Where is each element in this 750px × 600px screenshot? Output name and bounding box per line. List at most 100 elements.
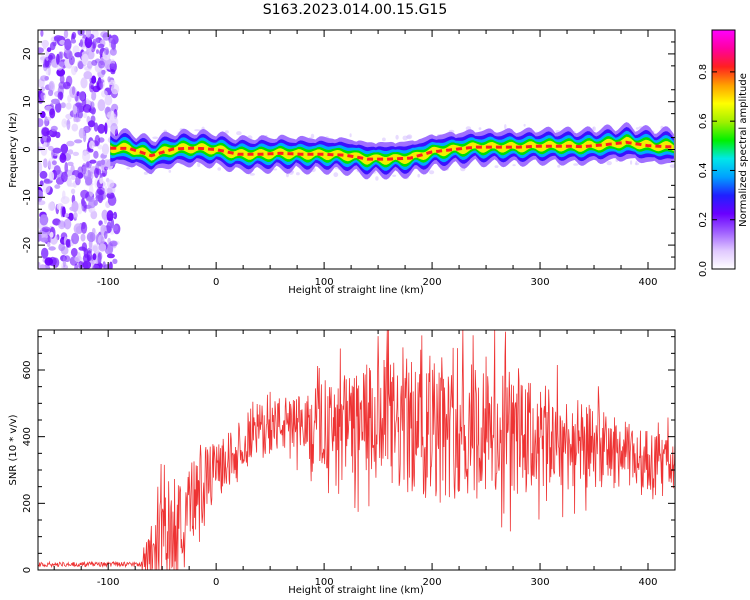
- noise-speckle: [48, 89, 54, 97]
- noise-speckle: [106, 187, 113, 194]
- x-tick-label: 100: [315, 577, 334, 588]
- x-tick-label: 400: [638, 277, 657, 288]
- ridge-haze: [395, 134, 399, 140]
- x-tick-label: 0: [213, 277, 219, 288]
- noise-speckle: [110, 39, 116, 50]
- ridge-haze: [417, 173, 421, 178]
- spectrogram-noise-region: [38, 30, 121, 269]
- noise-speckle: [38, 118, 44, 128]
- ridge-haze: [217, 167, 221, 171]
- noise-speckle: [66, 176, 72, 187]
- noise-speckle: [65, 239, 71, 248]
- noise-speckle: [38, 232, 42, 242]
- noise-speckle: [72, 111, 77, 123]
- ridge-haze: [224, 130, 229, 134]
- noise-speckle: [80, 77, 88, 89]
- ridge-haze: [606, 161, 612, 166]
- y-tick-label: 20: [22, 48, 33, 61]
- ridge-haze: [272, 168, 278, 171]
- noise-speckle: [38, 47, 44, 54]
- noise-speckle: [113, 211, 118, 220]
- noise-speckle: [47, 241, 51, 248]
- noise-speckle: [71, 188, 76, 195]
- x-tick-label: 0: [213, 577, 219, 588]
- noise-speckle: [99, 177, 104, 184]
- noise-speckle: [54, 184, 61, 189]
- noise-speckle: [101, 90, 108, 98]
- noise-speckle: [109, 240, 118, 247]
- snr-x-axis-label: Height of straight line (km): [288, 585, 424, 596]
- noise-speckle: [49, 108, 56, 119]
- noise-speckle: [109, 63, 116, 70]
- ridge-haze: [333, 172, 339, 178]
- noise-speckle: [97, 234, 106, 245]
- noise-speckle: [59, 39, 66, 45]
- noise-speckle: [80, 189, 89, 199]
- ridge-haze: [152, 136, 159, 140]
- noise-speckle: [97, 252, 102, 265]
- noise-speckle: [104, 122, 108, 135]
- noise-speckle: [85, 30, 92, 38]
- noise-speckle: [50, 125, 58, 132]
- noise-speckle: [103, 231, 108, 239]
- ridge-haze: [573, 163, 579, 166]
- ridge-haze: [392, 174, 397, 177]
- x-tick-label: 400: [638, 577, 657, 588]
- ridge-haze: [494, 165, 499, 169]
- snr-x-ticks: -100 0 100 200 300 400: [53, 330, 658, 588]
- snr-series-line: [38, 330, 675, 570]
- noise-speckle: [67, 161, 74, 166]
- noise-speckle: [59, 75, 65, 84]
- noise-speckle: [74, 52, 83, 58]
- y-tick-label: 600: [22, 360, 33, 379]
- noise-speckle: [66, 119, 71, 131]
- noise-speckle: [89, 159, 97, 164]
- noise-speckle: [73, 223, 83, 235]
- ridge-haze: [478, 127, 482, 130]
- noise-speckle: [97, 79, 105, 84]
- colorbar-tick-label: 0.4: [698, 162, 709, 178]
- noise-speckle: [107, 76, 111, 83]
- noise-speckle: [58, 61, 65, 67]
- noise-speckle: [88, 184, 94, 197]
- snr-y-axis-label: SNR (10 * v/v): [8, 414, 19, 485]
- noise-speckle: [66, 140, 75, 147]
- spectrogram-plot-area: [38, 30, 675, 269]
- noise-speckle: [92, 264, 100, 269]
- noise-speckle: [94, 167, 99, 179]
- noise-speckle: [64, 213, 70, 218]
- noise-speckle: [67, 149, 74, 155]
- y-tick-label: 10: [22, 95, 33, 108]
- noise-speckle: [69, 86, 77, 98]
- snr-panel: -100 0 100 200 300 400 0 200 400 600 Height of s…: [8, 329, 676, 596]
- noise-speckle: [51, 98, 60, 105]
- noise-speckle: [61, 171, 68, 183]
- noise-speckle: [38, 109, 43, 114]
- noise-speckle: [64, 38, 72, 51]
- noise-speckle: [78, 246, 86, 251]
- noise-speckle: [56, 68, 66, 77]
- ridge-haze: [635, 160, 638, 165]
- noise-speckle: [85, 176, 93, 186]
- ridge-haze: [406, 134, 413, 140]
- noise-speckle: [98, 60, 105, 69]
- noise-speckle: [92, 253, 97, 261]
- noise-speckle: [85, 127, 89, 133]
- noise-speckle: [46, 47, 52, 53]
- noise-speckle: [94, 134, 101, 147]
- ridge-haze: [197, 162, 201, 168]
- noise-speckle: [62, 190, 66, 200]
- ridge-haze: [349, 133, 352, 138]
- noise-speckle: [44, 257, 54, 266]
- ridge-haze: [236, 131, 242, 136]
- noise-speckle: [106, 179, 115, 189]
- noise-speckle: [101, 143, 110, 156]
- y-tick-label: 200: [22, 494, 33, 513]
- noise-speckle: [106, 210, 114, 222]
- noise-speckle: [75, 102, 83, 108]
- noise-speckle: [83, 265, 89, 269]
- ridge-haze: [194, 129, 200, 132]
- figure-title: S163.2023.014.00.15.G15: [263, 2, 448, 18]
- noise-speckle: [90, 210, 98, 220]
